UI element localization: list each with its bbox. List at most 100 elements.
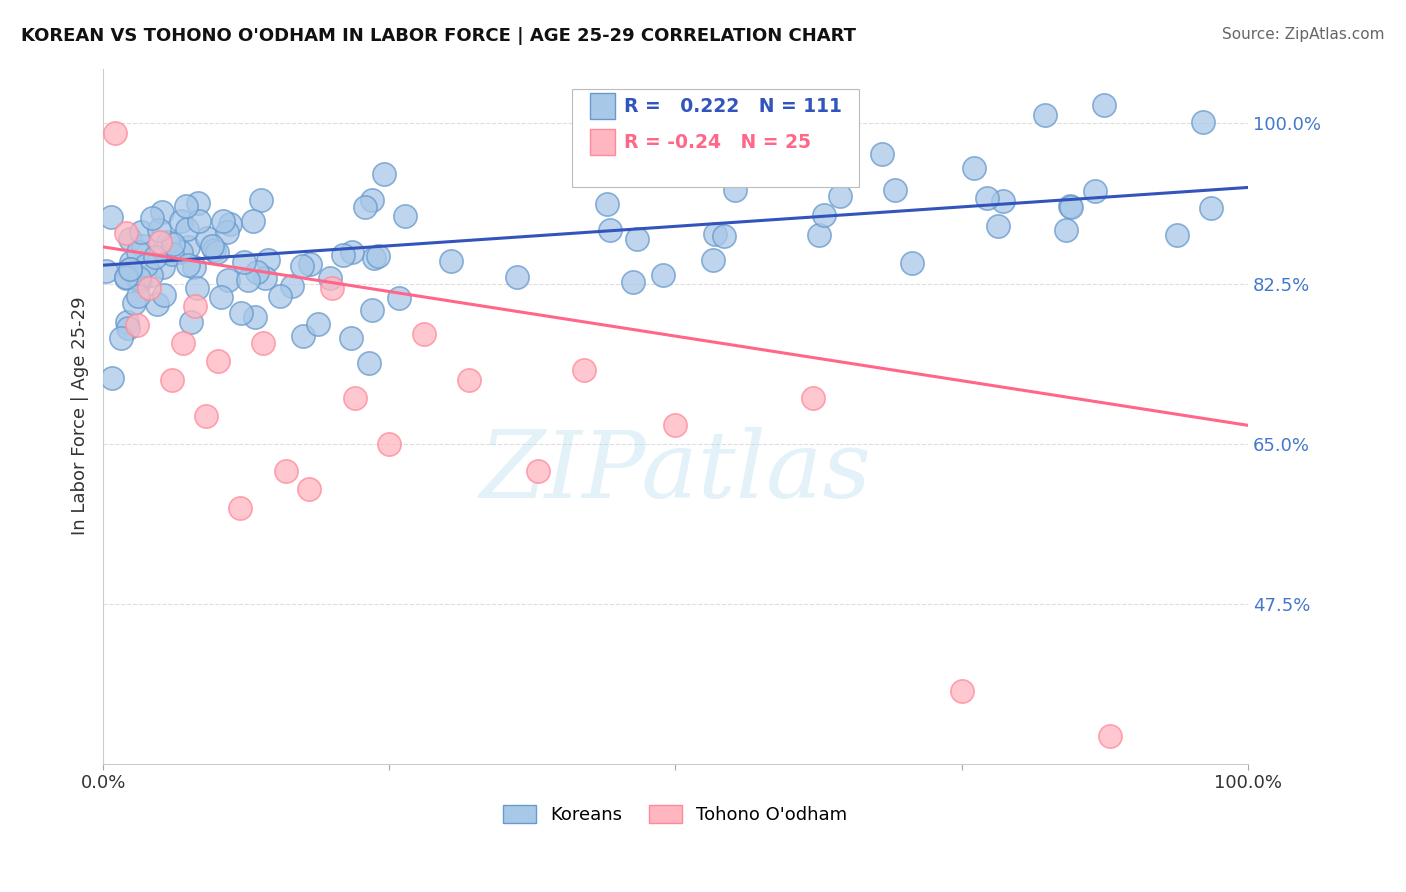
Point [101, 371, 124, 385]
Point [361, 194, 384, 208]
Point [120, 262, 142, 277]
Point [962, 161, 984, 175]
Point [412, 326, 434, 341]
Point [160, 373, 183, 387]
Point [229, 500, 252, 515]
Point [703, 227, 725, 241]
Point [1060, 200, 1083, 214]
Point [572, 363, 595, 377]
Point [129, 225, 152, 239]
Point [115, 270, 138, 285]
Point [367, 249, 389, 263]
Point [276, 464, 298, 478]
Point [202, 243, 225, 257]
Point [243, 310, 266, 324]
Point [115, 226, 138, 240]
Point [188, 214, 211, 228]
Point [127, 289, 149, 303]
Point [125, 272, 148, 286]
Point [252, 336, 274, 351]
Point [318, 270, 340, 285]
Point [128, 270, 150, 285]
Point [808, 227, 831, 242]
Point [150, 205, 173, 219]
Point [176, 221, 198, 235]
Point [135, 258, 157, 272]
Point [127, 318, 149, 332]
Point [884, 183, 907, 197]
Point [127, 245, 149, 260]
Point [218, 217, 240, 231]
Point [353, 200, 375, 214]
Point [195, 409, 218, 424]
Point [605, 117, 627, 131]
Point [217, 272, 239, 286]
Point [186, 281, 208, 295]
Text: R =   0.222   N = 111: R = 0.222 N = 111 [624, 96, 842, 116]
Point [298, 483, 321, 497]
Point [527, 464, 550, 478]
Point [254, 271, 277, 285]
Point [1054, 222, 1077, 236]
Point [215, 225, 238, 239]
Point [1199, 201, 1222, 215]
Point [1084, 184, 1107, 198]
Point [1166, 228, 1188, 243]
Point [373, 168, 395, 182]
Point [233, 255, 256, 269]
Point [249, 193, 271, 207]
Point [702, 252, 724, 267]
Point [170, 244, 193, 259]
Point [117, 320, 139, 334]
Point [172, 336, 194, 351]
Point [160, 246, 183, 260]
Point [378, 436, 401, 450]
Point [596, 196, 619, 211]
Point [118, 232, 141, 246]
Point [187, 195, 209, 210]
Point [157, 235, 180, 249]
Point [321, 281, 343, 295]
Point [201, 238, 224, 252]
Point [94, 264, 117, 278]
Point [388, 291, 411, 305]
Point [141, 268, 163, 283]
Point [870, 147, 893, 161]
Point [505, 270, 527, 285]
Point [177, 258, 200, 272]
Point [801, 391, 824, 405]
Point [394, 210, 416, 224]
Point [830, 189, 852, 203]
Text: ZIPatlas: ZIPatlas [479, 426, 872, 516]
Point [599, 223, 621, 237]
Point [361, 302, 384, 317]
Point [664, 418, 686, 433]
Point [153, 287, 176, 301]
Point [1033, 108, 1056, 122]
Point [174, 199, 197, 213]
Point [1092, 98, 1115, 112]
Point [724, 183, 747, 197]
Point [1099, 730, 1122, 744]
Point [145, 296, 167, 310]
Point [180, 315, 202, 329]
Point [209, 290, 232, 304]
Point [120, 261, 142, 276]
Point [100, 210, 122, 224]
Point [141, 211, 163, 226]
Point [813, 208, 835, 222]
Point [257, 253, 280, 268]
Bar [589, 129, 614, 155]
Point [143, 250, 166, 264]
Point [901, 256, 924, 270]
Point [138, 281, 160, 295]
Point [103, 126, 125, 140]
Point [292, 328, 315, 343]
Point [183, 260, 205, 275]
Point [229, 306, 252, 320]
Point [120, 255, 142, 269]
Point [1192, 114, 1215, 128]
Point [976, 191, 998, 205]
Point [212, 214, 235, 228]
Point [195, 231, 218, 245]
